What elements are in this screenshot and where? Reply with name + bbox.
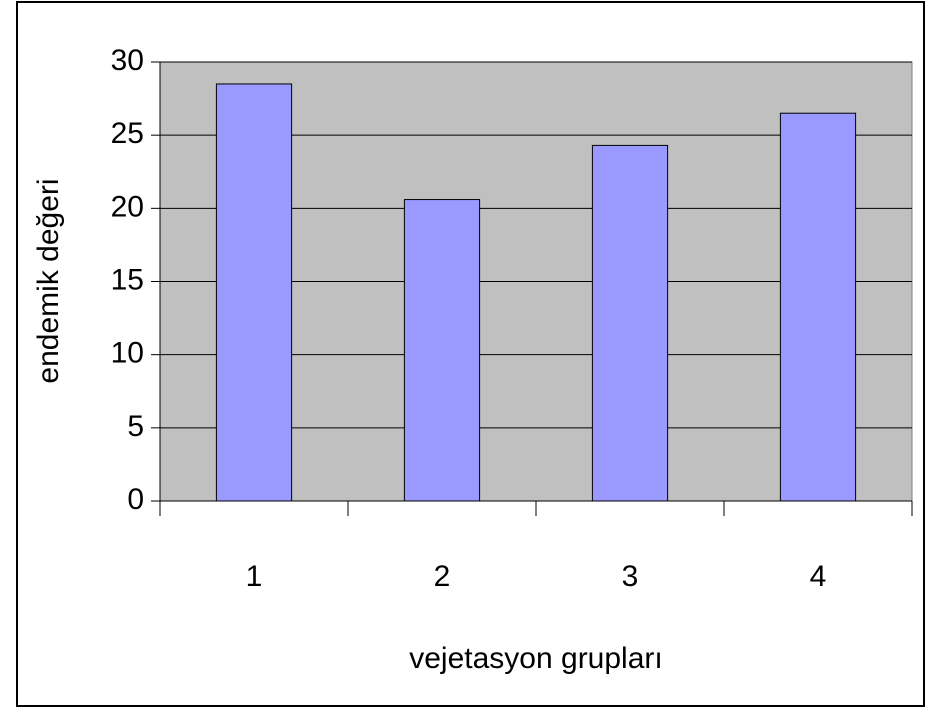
y-axis-label: endemik değeri [32, 178, 65, 383]
y-tick-label: 5 [127, 410, 144, 443]
bar [403, 199, 481, 502]
x-tick-label: 1 [246, 560, 263, 593]
y-tick-label: 0 [127, 483, 144, 516]
x-tick-label: 2 [434, 560, 451, 593]
y-tick-label: 15 [111, 263, 144, 296]
bar [779, 112, 857, 502]
x-axis-label: vejetasyon grupları [409, 642, 662, 675]
y-tick-label: 20 [111, 190, 144, 223]
y-tick-label: 30 [111, 44, 144, 77]
y-tick-label: 25 [111, 117, 144, 150]
x-tick-label: 3 [622, 560, 639, 593]
bar [215, 83, 293, 502]
bar [591, 144, 669, 502]
x-tick-label: 4 [810, 560, 827, 593]
y-tick-label: 10 [111, 337, 144, 370]
